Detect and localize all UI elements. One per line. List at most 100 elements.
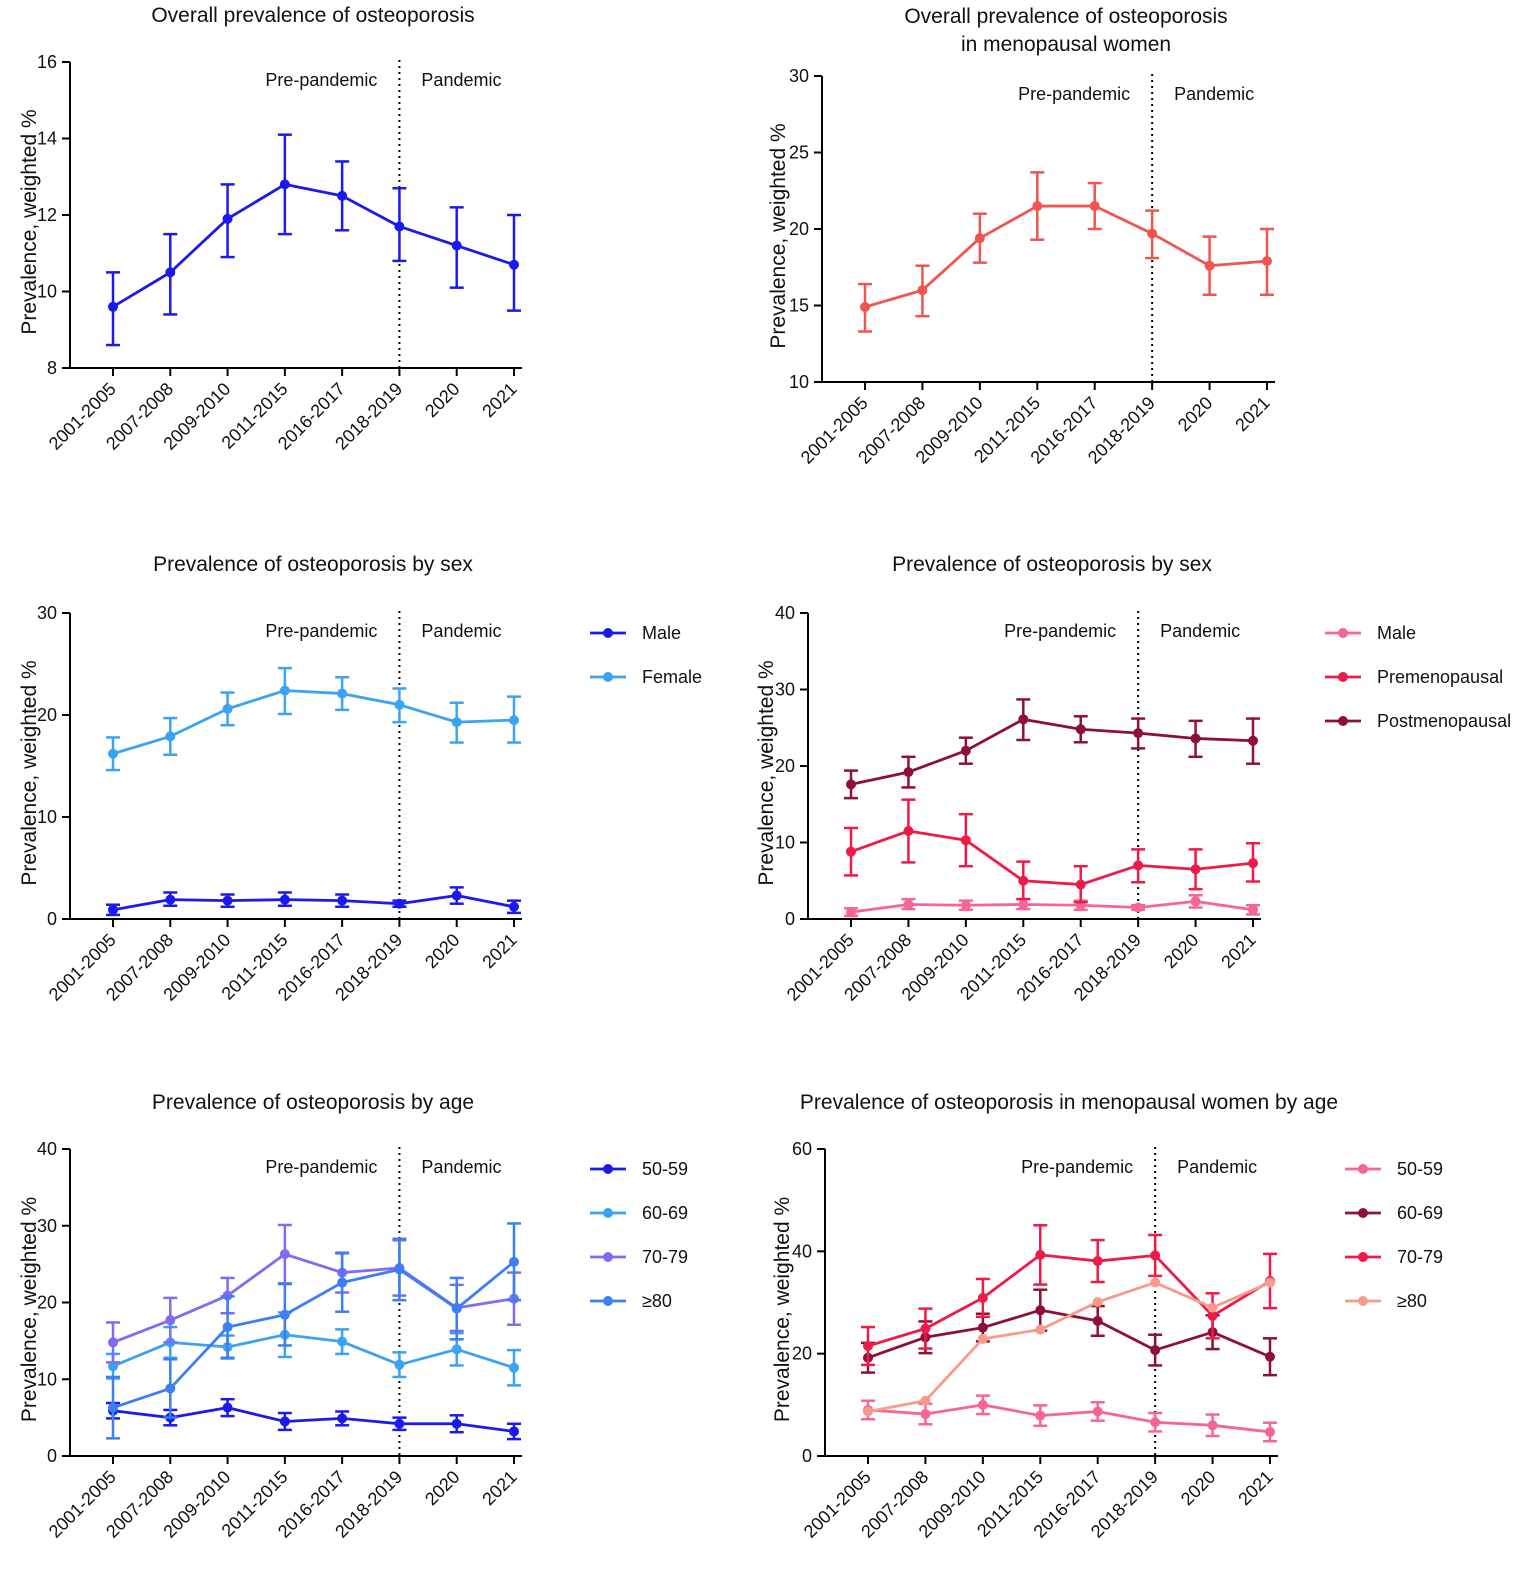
series-line: [112, 1333, 515, 1370]
y-tick-label: 20: [37, 705, 57, 725]
series-menopausal-women: [858, 171, 1274, 333]
data-point: [846, 907, 856, 918]
legend-label: ≥80: [1397, 1291, 1427, 1311]
legend-marker: [1338, 716, 1348, 726]
data-point: [394, 699, 405, 710]
legend-label: 70-79: [642, 1247, 688, 1267]
data-point: [1150, 1250, 1161, 1261]
data-point: [1262, 256, 1272, 267]
data-point: [279, 685, 290, 696]
data-point: [337, 1277, 348, 1288]
data-point: [1018, 714, 1029, 725]
legend-marker: [1358, 1208, 1368, 1218]
legend-label: 50-59: [642, 1159, 688, 1179]
data-point: [337, 190, 348, 201]
data-point: [1018, 875, 1029, 886]
panel-c: Prevalence of osteoporosis by sex 0 10 20 30…: [18, 553, 702, 1005]
y-tick-label: 10: [37, 282, 57, 302]
data-point: [920, 1409, 931, 1420]
pre-pandemic-label: Pre-pandemic: [265, 1157, 377, 1177]
data-point: [108, 301, 118, 312]
legend-marker: [1358, 1164, 1368, 1174]
data-point: [394, 1418, 405, 1429]
data-point: [165, 1315, 176, 1326]
legend-marker: [603, 1252, 613, 1262]
data-point: [1147, 228, 1158, 239]
data-point: [903, 899, 914, 910]
data-point: [1092, 1315, 1103, 1326]
data-point: [977, 1292, 988, 1303]
series-male: [844, 894, 1260, 918]
legend-marker: [603, 1208, 613, 1218]
y-tick-label: 10: [775, 833, 795, 853]
data-point: [1265, 1351, 1275, 1362]
series-70-79: [106, 1223, 521, 1364]
data-point: [1190, 733, 1201, 744]
data-point: [165, 267, 176, 278]
chart-title: Overall prevalence of osteoporosis: [151, 4, 474, 27]
data-point: [222, 1402, 233, 1413]
y-tick-label: 60: [792, 1139, 812, 1159]
legend-label: 50-59: [1397, 1159, 1443, 1179]
y-tick-label: 0: [785, 909, 795, 929]
data-point: [451, 890, 462, 901]
y-tick-label: 8: [47, 358, 57, 378]
panel-d: Prevalence of osteoporosis by sex 0 10 20 30…: [755, 553, 1511, 1005]
legend-marker: [603, 672, 613, 682]
data-point: [451, 240, 462, 251]
series-premenopausal: [844, 798, 1260, 904]
series--80: [106, 1222, 521, 1440]
data-point: [337, 1413, 348, 1424]
chart-title: in menopausal women: [961, 33, 1171, 56]
data-point: [1204, 260, 1215, 271]
legend-marker: [1338, 628, 1348, 638]
data-point: [920, 1323, 931, 1334]
data-point: [222, 703, 233, 714]
pandemic-label: Pandemic: [421, 621, 501, 641]
legend-label: 60-69: [642, 1203, 688, 1223]
data-point: [509, 715, 519, 726]
data-point: [451, 1418, 462, 1429]
panel-f: Prevalence of osteoporosis in menopausal…: [771, 1091, 1443, 1542]
x-tick-label: 2020: [421, 930, 463, 972]
legend-label: Premenopausal: [1377, 667, 1503, 687]
data-point: [1248, 904, 1258, 915]
data-point: [337, 1336, 348, 1347]
data-point: [108, 904, 118, 915]
data-point: [165, 731, 176, 742]
y-axis-label: Prevalence, weighted %: [18, 109, 41, 334]
data-point: [846, 779, 856, 790]
data-point: [974, 233, 985, 244]
series-line: [850, 717, 1254, 786]
data-point: [509, 1256, 519, 1267]
data-point: [1207, 1302, 1218, 1313]
series-line: [112, 894, 515, 912]
series-70-79: [861, 1223, 1277, 1367]
series-50-59: [861, 1394, 1277, 1443]
series-line: [112, 1260, 515, 1409]
legend-marker: [603, 1164, 613, 1174]
data-point: [1092, 1256, 1103, 1267]
data-point: [279, 1416, 290, 1427]
pre-pandemic-label: Pre-pandemic: [265, 70, 377, 90]
x-tick-label: 2021: [1217, 930, 1259, 972]
data-point: [279, 1249, 290, 1260]
chart-title: Prevalence of osteoporosis by sex: [153, 553, 473, 576]
legend-marker: [1358, 1252, 1368, 1262]
data-point: [509, 1426, 519, 1437]
panel-b: Overall prevalence of osteoporosis in men…: [767, 5, 1275, 468]
data-point: [279, 179, 290, 190]
y-tick-label: 20: [792, 1344, 812, 1364]
y-tick-label: 20: [37, 1293, 57, 1313]
legend-marker: [603, 628, 613, 638]
x-tick-label: 2021: [1234, 1467, 1276, 1509]
series-line: [864, 204, 1268, 309]
data-point: [165, 1383, 176, 1394]
x-tick-label: 2020: [421, 379, 463, 421]
data-point: [108, 1402, 118, 1413]
legend-label: Postmenopausal: [1377, 711, 1511, 731]
legend-marker: [1358, 1296, 1368, 1306]
legend-label: 70-79: [1397, 1247, 1443, 1267]
y-tick-label: 10: [789, 372, 809, 392]
